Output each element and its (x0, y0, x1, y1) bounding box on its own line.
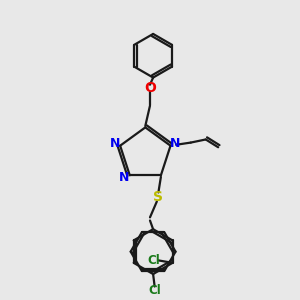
Text: Cl: Cl (148, 254, 160, 267)
Text: N: N (110, 137, 120, 150)
Text: S: S (153, 190, 163, 204)
Text: N: N (119, 171, 130, 184)
Text: N: N (169, 137, 180, 150)
Text: Cl: Cl (148, 284, 161, 297)
Text: O: O (144, 82, 156, 95)
